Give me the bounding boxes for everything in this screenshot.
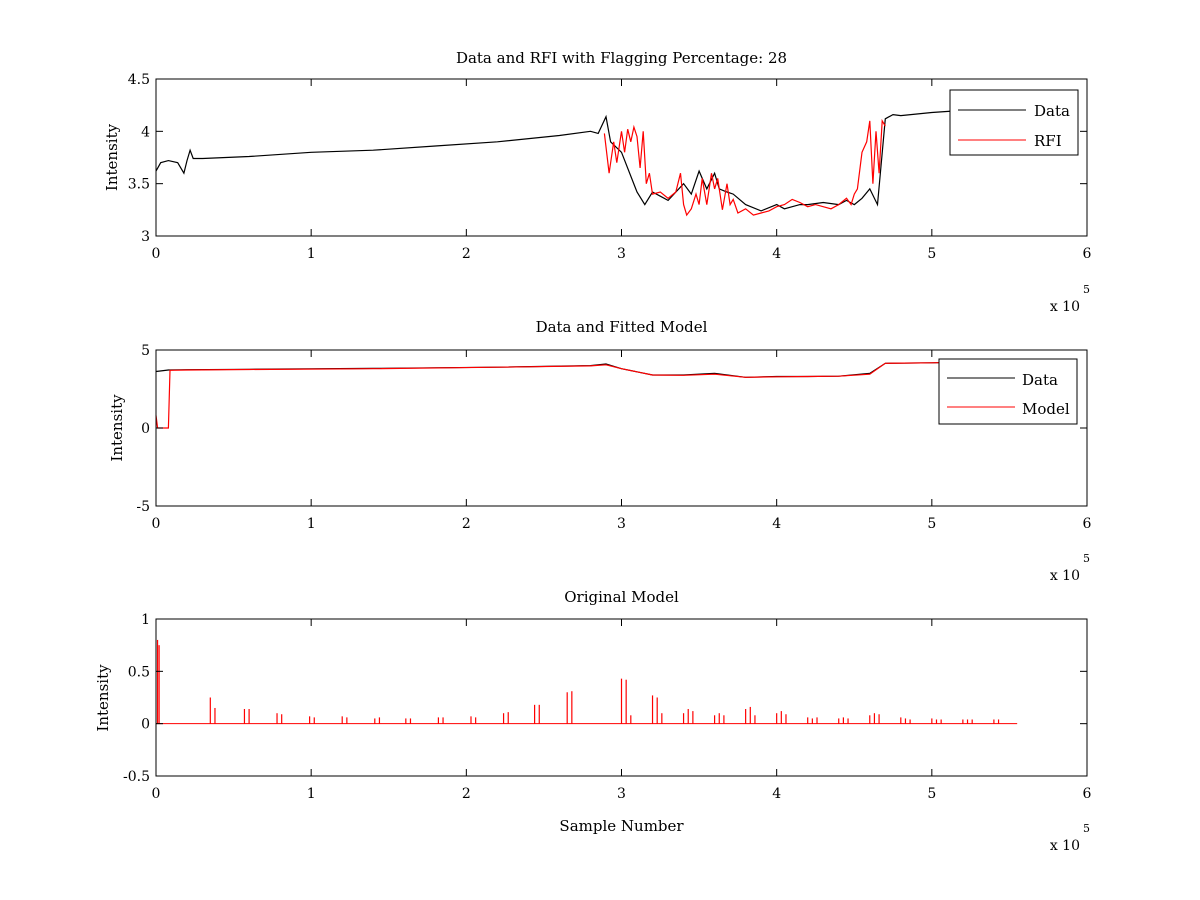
x-tick-label: 3: [617, 246, 626, 262]
plot-area: 0 1 2 3 4 5 6-505: [136, 343, 1091, 532]
x-axis-label: Sample Number: [559, 817, 684, 835]
x-tick-label: 2: [462, 516, 471, 532]
legend: Data RFI: [949, 89, 1079, 156]
y-tick-label: 3: [141, 229, 150, 245]
x-exponent-power: 5: [1083, 283, 1090, 296]
y-tick-label: 0: [141, 717, 150, 733]
y-tick-label: -5: [136, 499, 150, 515]
panel-data-rfi: Data and RFI with Flagging Percentage: 2…: [103, 49, 1092, 315]
y-axis-label: Intensity: [103, 123, 121, 191]
x-tick-label: 6: [1083, 516, 1092, 532]
y-tick-label: 4.5: [128, 72, 150, 88]
x-exponent-power: 5: [1083, 822, 1090, 835]
x-tick-label: 0: [152, 246, 161, 262]
x-tick-label: 2: [462, 786, 471, 802]
panel-title: Data and Fitted Model: [536, 318, 708, 336]
x-tick-label: 0: [152, 786, 161, 802]
y-tick-label: 5: [141, 343, 150, 359]
legend-label-data: Data: [1034, 102, 1070, 120]
y-tick-label: 3.5: [128, 177, 150, 193]
x-exponent-label: x 10: [1050, 838, 1080, 854]
legend-box: [938, 358, 1078, 425]
x-tick-label: 2: [462, 246, 471, 262]
y-tick-label: 4: [141, 124, 150, 140]
legend-label-model: Model: [1022, 400, 1070, 418]
x-tick-label: 3: [617, 786, 626, 802]
series-line-data: [155, 99, 1018, 212]
x-exponent-label: x 10: [1050, 299, 1080, 315]
series-line-rfi: [603, 118, 886, 217]
x-tick-label: 4: [772, 786, 781, 802]
axes-frame: [155, 78, 1088, 237]
x-tick-label: 4: [772, 516, 781, 532]
x-tick-label: 6: [1083, 786, 1092, 802]
legend-label-rfi: RFI: [1034, 132, 1062, 150]
panel-data-fitted-model: Data and Fitted Model Intensity 0 1 2 3 4 5 6 -…: [108, 318, 1092, 584]
x-tick-label: 0: [152, 516, 161, 532]
series-line-model: [155, 360, 1018, 429]
legend-label-data: Data: [1022, 371, 1058, 389]
y-axis-label: Intensity: [94, 664, 112, 732]
panel-title: Original Model: [564, 588, 679, 606]
legend: Data Model: [938, 358, 1078, 425]
x-tick-label: 1: [307, 246, 316, 262]
panel-original-model: Original Model Intensity 0 1 2 3 4 5 6-0.500.5…: [94, 588, 1092, 854]
y-tick-label: 0.5: [128, 664, 150, 680]
y-tick-label: -0.5: [123, 769, 150, 785]
plot-area: 0 1 2 3 4 5 6-0.500.51: [123, 612, 1092, 802]
x-tick-label: 5: [927, 516, 936, 532]
x-tick-label: 4: [772, 246, 781, 262]
plot-area: 0 1 2 3 4 5 6 3 3.5 4 4.5: [128, 72, 1092, 262]
x-exponent-power: 5: [1083, 552, 1090, 565]
y-axis-label: Intensity: [108, 394, 126, 462]
y-tick-label: 0: [141, 421, 150, 437]
x-tick-label: 5: [927, 786, 936, 802]
y-tick-label: 1: [141, 612, 150, 628]
x-tick-label: 5: [927, 246, 936, 262]
x-exponent-label: x 10: [1050, 568, 1080, 584]
panel-title: Data and RFI with Flagging Percentage: 2…: [456, 49, 787, 67]
x-tick-label: 3: [617, 516, 626, 532]
legend-box: [949, 89, 1079, 156]
x-tick-label: 1: [307, 516, 316, 532]
x-tick-label: 6: [1083, 246, 1092, 262]
x-tick-label: 1: [307, 786, 316, 802]
